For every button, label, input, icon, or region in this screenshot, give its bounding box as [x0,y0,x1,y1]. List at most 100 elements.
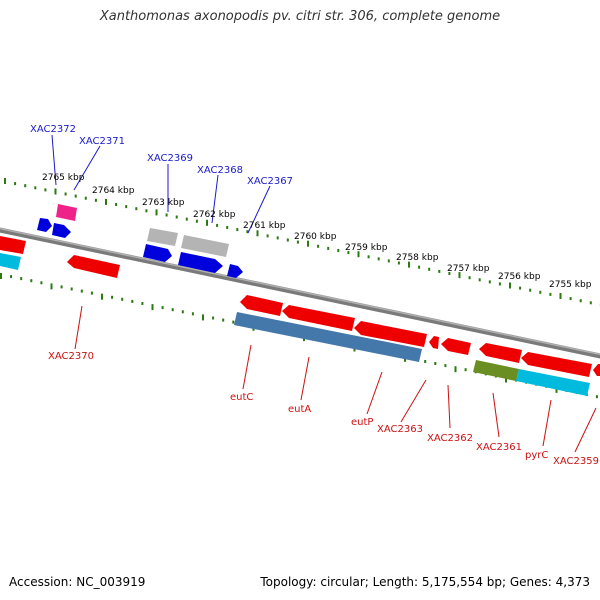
gene-reverse[interactable] [479,343,522,363]
scale-tick-major [505,376,507,383]
gene-forward[interactable] [143,244,172,262]
feature-olive[interactable] [473,360,519,381]
label-connector [74,305,83,350]
scale-tick-major [105,198,107,205]
scale-tick-major [509,282,511,289]
scale-tick-major [454,366,457,373]
label-connector [542,399,552,447]
feature-steelblue[interactable] [234,312,422,362]
scale-tick-major [408,261,410,268]
scale-tick-major [101,293,103,300]
gene-reverse[interactable] [521,352,592,377]
label-connector [247,185,271,234]
scale-tick-minor [94,198,97,202]
gene-pseudo[interactable] [147,228,178,246]
scale-tick-minor [569,297,572,301]
label-connector [211,174,219,224]
scale-tick-minor [468,276,471,280]
scale-label: 2762 kbp [193,210,236,220]
scale-tick-minor [44,188,47,192]
label-connector [574,407,597,453]
scale-tick-major [555,386,558,393]
scale-tick-minor [337,249,340,252]
scale-tick-major [206,219,208,226]
scale-label: 2765 kbp [42,173,85,183]
scale-tick-minor [191,312,194,316]
gene-reverse[interactable] [0,236,26,254]
scale-tick-minor [141,302,144,305]
scale-tick-minor [20,277,23,281]
scale-tick-minor [74,194,77,198]
gene-label-eutc[interactable]: eutC [230,392,253,403]
scale-tick-minor [478,278,481,282]
gene-reverse[interactable] [354,321,427,347]
scale-tick-minor [236,228,239,232]
label-connector [400,379,427,423]
scale-labels: 2765 kbp 2764 kbp 2763 kbp 2762 kbp 2761… [42,173,592,290]
scale-tick-minor [165,213,168,217]
scale-tick-minor [14,182,17,186]
label-connector [492,392,500,438]
gene-label-xac2372[interactable]: XAC2372 [30,124,76,135]
scale-label: 2759 kbp [345,243,388,253]
feature-cyan[interactable] [0,253,21,270]
scale-tick-minor [222,318,225,322]
scale-tick-minor [111,295,114,299]
gene-reverse[interactable] [429,336,439,349]
gene-reverse[interactable] [240,295,283,316]
scale-tick-major [0,273,2,279]
scale-tick-minor [64,192,67,196]
scale-tick-major [307,240,309,247]
gene-reverse[interactable] [441,338,471,355]
gene-label-xac2371[interactable]: XAC2371 [79,136,125,147]
gene-labels: XAC2372 XAC2371 XAC2369 XAC2368 XAC2367 … [30,124,599,467]
scale-tick-minor [418,265,421,269]
gene-label-xac2367[interactable]: XAC2367 [247,176,293,187]
gene-forward[interactable] [52,223,71,238]
gene-label-xac2362[interactable]: XAC2362 [427,433,473,444]
scale-tick-minor [30,279,33,283]
scale-tick-major [54,188,57,195]
scale-tick-minor [488,280,491,284]
gene-label-xac2363[interactable]: XAC2363 [377,424,423,435]
feature-cyan[interactable] [516,369,590,396]
gene-label-xac2359[interactable]: XAC2359 [553,456,599,467]
label-connector [300,356,310,401]
scale-tick-minor [286,238,289,242]
gene-label-eutp[interactable]: eutP [351,417,373,428]
gene-forward[interactable] [178,252,223,273]
gene-label-xac2361[interactable]: XAC2361 [476,442,522,453]
scale-label: 2761 kbp [243,221,286,231]
scale-tick-minor [34,186,37,190]
gene-trna[interactable] [56,204,77,221]
scale-label: 2757 kbp [447,264,490,274]
gene-reverse[interactable] [593,364,600,376]
gene-label-xac2368[interactable]: XAC2368 [197,165,243,176]
gene-label-euta[interactable]: eutA [288,404,311,415]
gene-reverse[interactable] [282,305,355,331]
scale-tick-major [256,230,259,237]
scale-tick-major [151,304,154,311]
gene-label-xac2369[interactable]: XAC2369 [147,153,193,164]
scale-tick-minor [145,209,148,213]
scale-tick-minor [296,240,299,244]
scale-tick-minor [90,291,93,295]
scale-tick-minor [589,301,592,305]
accession-text: Accession: NC_003919 [9,575,146,589]
scale-tick-major [357,251,360,258]
gene-label-xac2370[interactable]: XAC2370 [48,351,94,362]
scale-tick-minor [232,320,235,324]
gene-label-pyrc[interactable]: pyrC [525,450,548,461]
gene-forward[interactable] [37,218,52,232]
gene-forward[interactable] [227,264,243,278]
scale-tick-major [4,178,6,184]
gene-pseudo[interactable] [181,235,229,257]
scale-tick-minor [246,230,249,234]
gene-reverse[interactable] [67,255,120,278]
scale-tick-major [155,209,158,216]
scale-tick-minor [529,288,532,292]
scale-tick-minor [125,205,128,209]
scale-tick-minor [519,286,522,290]
scale-tick-major [559,293,562,299]
